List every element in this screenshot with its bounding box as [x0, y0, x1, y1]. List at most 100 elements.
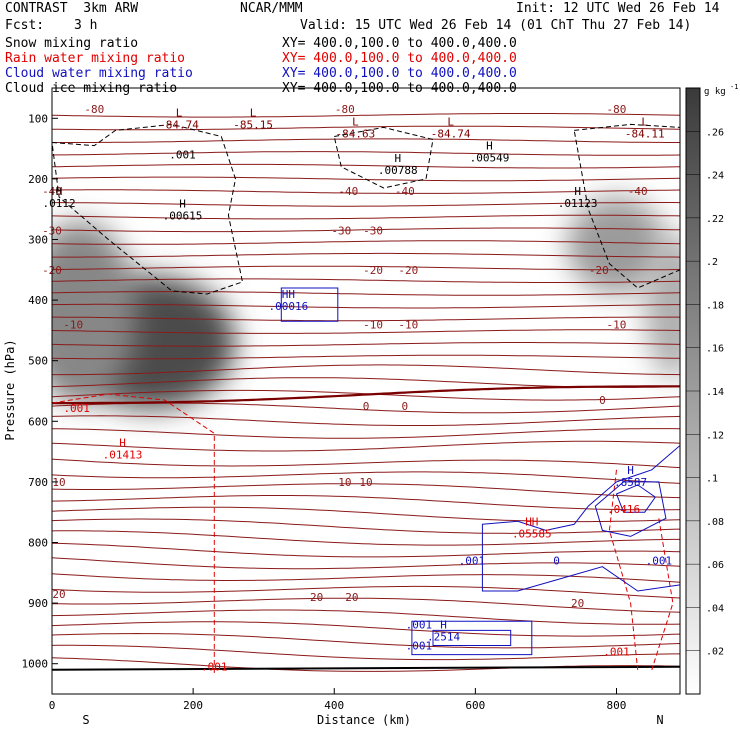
x-tick-label: 800 — [607, 699, 627, 712]
x-axis-label: Distance (km) — [317, 713, 411, 727]
cloud-water-contour — [481, 444, 680, 592]
temperature-contour — [52, 252, 680, 258]
colorbar-tick-label: .16 — [706, 344, 724, 355]
y-tick-label: 800 — [28, 537, 48, 550]
extremum-label: L-85.15 — [233, 106, 273, 131]
y-tick-label: 300 — [28, 234, 48, 247]
colorbar-tick-label: .1 — [706, 474, 718, 485]
extremum-label: H.00788 — [378, 152, 418, 177]
temperature-contour — [52, 573, 680, 583]
extremum-label: H.00549 — [470, 140, 510, 165]
temperature-label: -30 — [363, 224, 383, 237]
colorbar-tick-label: .2 — [706, 257, 718, 268]
temperature-label: 20 — [310, 591, 323, 604]
extremum-label: HH.05585 — [512, 515, 552, 540]
extremum-label: HH.00016 — [269, 288, 309, 313]
extremum-symbol: L — [250, 106, 257, 119]
colorbar-tick-label: .04 — [706, 603, 724, 614]
hydrometeor-contours — [52, 123, 680, 676]
model-center: NCAR/MMM — [240, 1, 303, 16]
temperature-contour — [52, 483, 680, 499]
temperature-contour — [52, 138, 680, 143]
temperature-contour — [52, 329, 680, 334]
extremum-symbol: L — [641, 115, 648, 128]
temperature-contour — [52, 495, 680, 511]
temperature-contour — [52, 364, 680, 376]
extremum-symbol: H — [179, 197, 186, 210]
extremum-value: -84.63 — [336, 127, 376, 140]
extremum-value: -84.74 — [159, 118, 199, 131]
temperature-contour — [52, 265, 680, 271]
extremum-value: .01413 — [103, 449, 143, 462]
temperature-label: 0 — [599, 394, 606, 407]
cloud-water-contour — [432, 629, 512, 646]
temperature-contour — [52, 125, 680, 131]
y-tick-label: 100 — [28, 112, 48, 125]
temperature-contour — [52, 342, 680, 347]
temperature-contour — [52, 151, 680, 156]
temperature-contour — [52, 585, 680, 599]
extremum-symbol: H — [440, 618, 447, 631]
extremum-symbol: H — [627, 464, 634, 477]
extremum-value: .001 — [459, 555, 486, 568]
temperature-contour — [52, 214, 680, 220]
temperature-label: 20 — [345, 591, 358, 604]
temperature-contour — [52, 291, 680, 296]
temperature-contour — [52, 278, 680, 283]
temperature-label: 10 — [338, 476, 351, 489]
colorbar-tick-label: .18 — [706, 300, 724, 311]
cloud-ice-contour — [333, 126, 434, 189]
colorbar-tick-label: .08 — [706, 517, 724, 528]
temperature-contour — [52, 354, 680, 360]
colorbar-unit-exponent: -1 — [730, 83, 738, 91]
temperature-contours — [52, 113, 680, 672]
y-tick-label: 1000 — [22, 658, 49, 671]
temperature-contour — [52, 657, 680, 672]
colorbar: .02 .04 .06 .08 .1 .12 .14 .16 .18 .2 .22 .24 .26 g k… — [685, 83, 738, 695]
temperature-contour — [52, 518, 680, 534]
temperature-label: -20 — [398, 264, 418, 277]
temperature-contour — [52, 227, 680, 233]
x-tick-label: 400 — [324, 699, 344, 712]
colorbar-tick-label: .24 — [706, 171, 724, 182]
y-tick-label: 400 — [28, 294, 48, 307]
temperature-contour — [52, 316, 680, 322]
snow-shading — [52, 197, 680, 410]
extremum-value: .00549 — [470, 152, 510, 165]
surface-line — [52, 665, 680, 671]
x-tick-label: 0 — [49, 699, 56, 712]
rain-water-contour — [52, 393, 215, 676]
contour-labels: -80 -80 -80-40 -40 -40 -40-30 -30 -30-20 -20 -20-… — [42, 103, 672, 674]
temperature-label: -10 — [63, 318, 83, 331]
temperature-label: -20 — [589, 264, 609, 277]
chart-title: CONTRAST 3km ARW — [5, 1, 139, 16]
cloud-ice-contour — [52, 123, 244, 295]
extremum-symbol: H — [394, 152, 401, 165]
extremum-value: .8587 — [614, 476, 647, 489]
y-tick-label: 200 — [28, 173, 48, 186]
temperature-contour — [52, 609, 680, 625]
extremum-symbol: L — [447, 115, 454, 128]
north-label: N — [656, 713, 663, 727]
extremum-value: .001 — [201, 661, 228, 674]
cloud-water-contour — [594, 481, 667, 537]
extremum-symbol: H — [56, 185, 63, 198]
extremum-label: H.01123 — [558, 185, 598, 210]
extremum-label: .001 — [406, 618, 433, 631]
temperature-contour — [52, 597, 680, 613]
forecast-label: Fcst: — [5, 18, 45, 33]
extremum-symbol: H — [486, 140, 493, 153]
temperature-label: -40 — [628, 185, 648, 198]
y-tick-label: 700 — [28, 476, 48, 489]
extremum-value: -85.15 — [233, 118, 273, 131]
temperature-contour — [52, 542, 680, 558]
temperature-contour — [52, 644, 680, 661]
temperature-contour — [52, 240, 680, 245]
temperature-label: 0 — [401, 400, 408, 413]
extremum-symbol: H — [574, 185, 581, 198]
temperature-label: -40 — [395, 185, 415, 198]
field-label-rain: Rain water mixing ratio — [5, 51, 186, 66]
field-label-cloud-water: Cloud water mixing ratio — [5, 66, 193, 81]
extremum-label: .001 — [406, 640, 433, 653]
